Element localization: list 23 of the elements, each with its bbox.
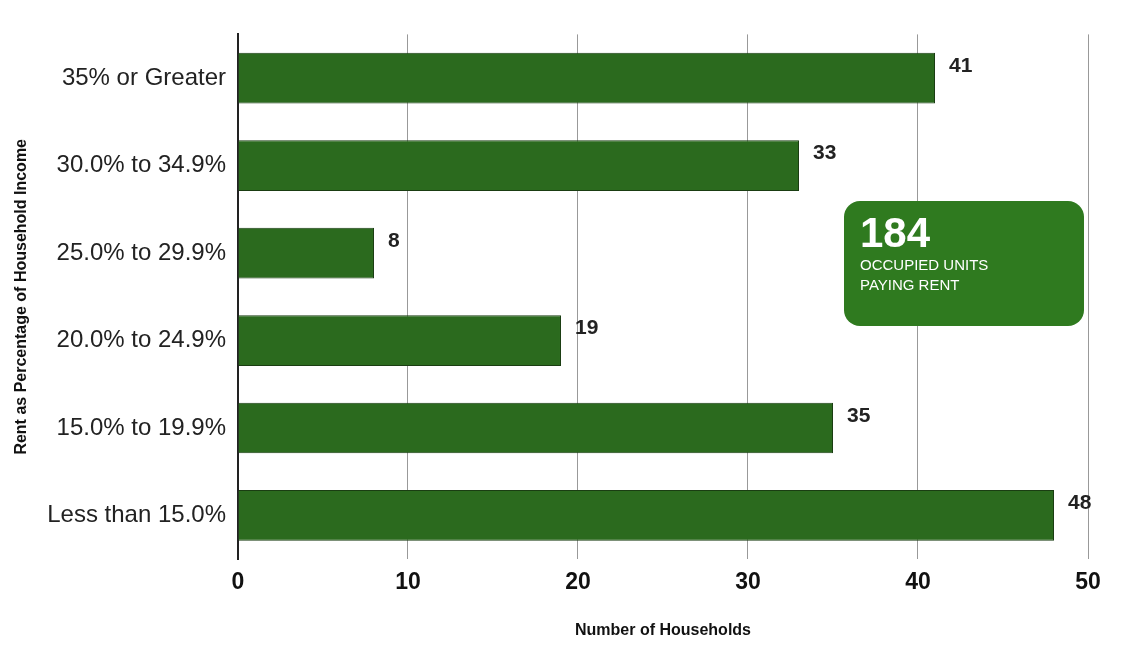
x-tick-label: 50 — [1075, 568, 1101, 595]
y-tick-label: 15.0% to 19.9% — [56, 412, 226, 440]
y-axis-title: Rent as Percentage of Household Income — [12, 138, 30, 455]
x-tick-label: 10 — [395, 568, 421, 595]
data-label: 19 — [575, 315, 599, 339]
y-tick-label: Less than 15.0% — [47, 500, 226, 528]
y-tick-label: 20.0% to 24.9% — [56, 325, 226, 353]
y-tick-label: 30.0% to 34.9% — [56, 150, 226, 178]
annotation: 184 — [860, 209, 932, 256]
x-axis-title: Number of Households — [574, 620, 752, 638]
x-tick-label: 20 — [565, 568, 591, 595]
x-tick-label: 0 — [231, 568, 245, 595]
data-label: 41 — [949, 52, 973, 76]
data-label: 33 — [813, 140, 837, 164]
data-label: 35 — [847, 402, 871, 426]
y-tick-label: 35% or Greater — [61, 62, 226, 90]
data-label: 48 — [1068, 490, 1092, 514]
x-tick-label: 30 — [735, 568, 761, 595]
x-tick-label: 40 — [905, 568, 931, 595]
annotation: OCCUPIED UNITS PAYING RENT — [860, 255, 990, 295]
data-label: 8 — [387, 227, 400, 251]
callout-box: 184 OCCUPIED UNITS PAYING RENT — [844, 201, 1084, 326]
y-tick-label: 25.0% to 29.9% — [56, 237, 226, 265]
